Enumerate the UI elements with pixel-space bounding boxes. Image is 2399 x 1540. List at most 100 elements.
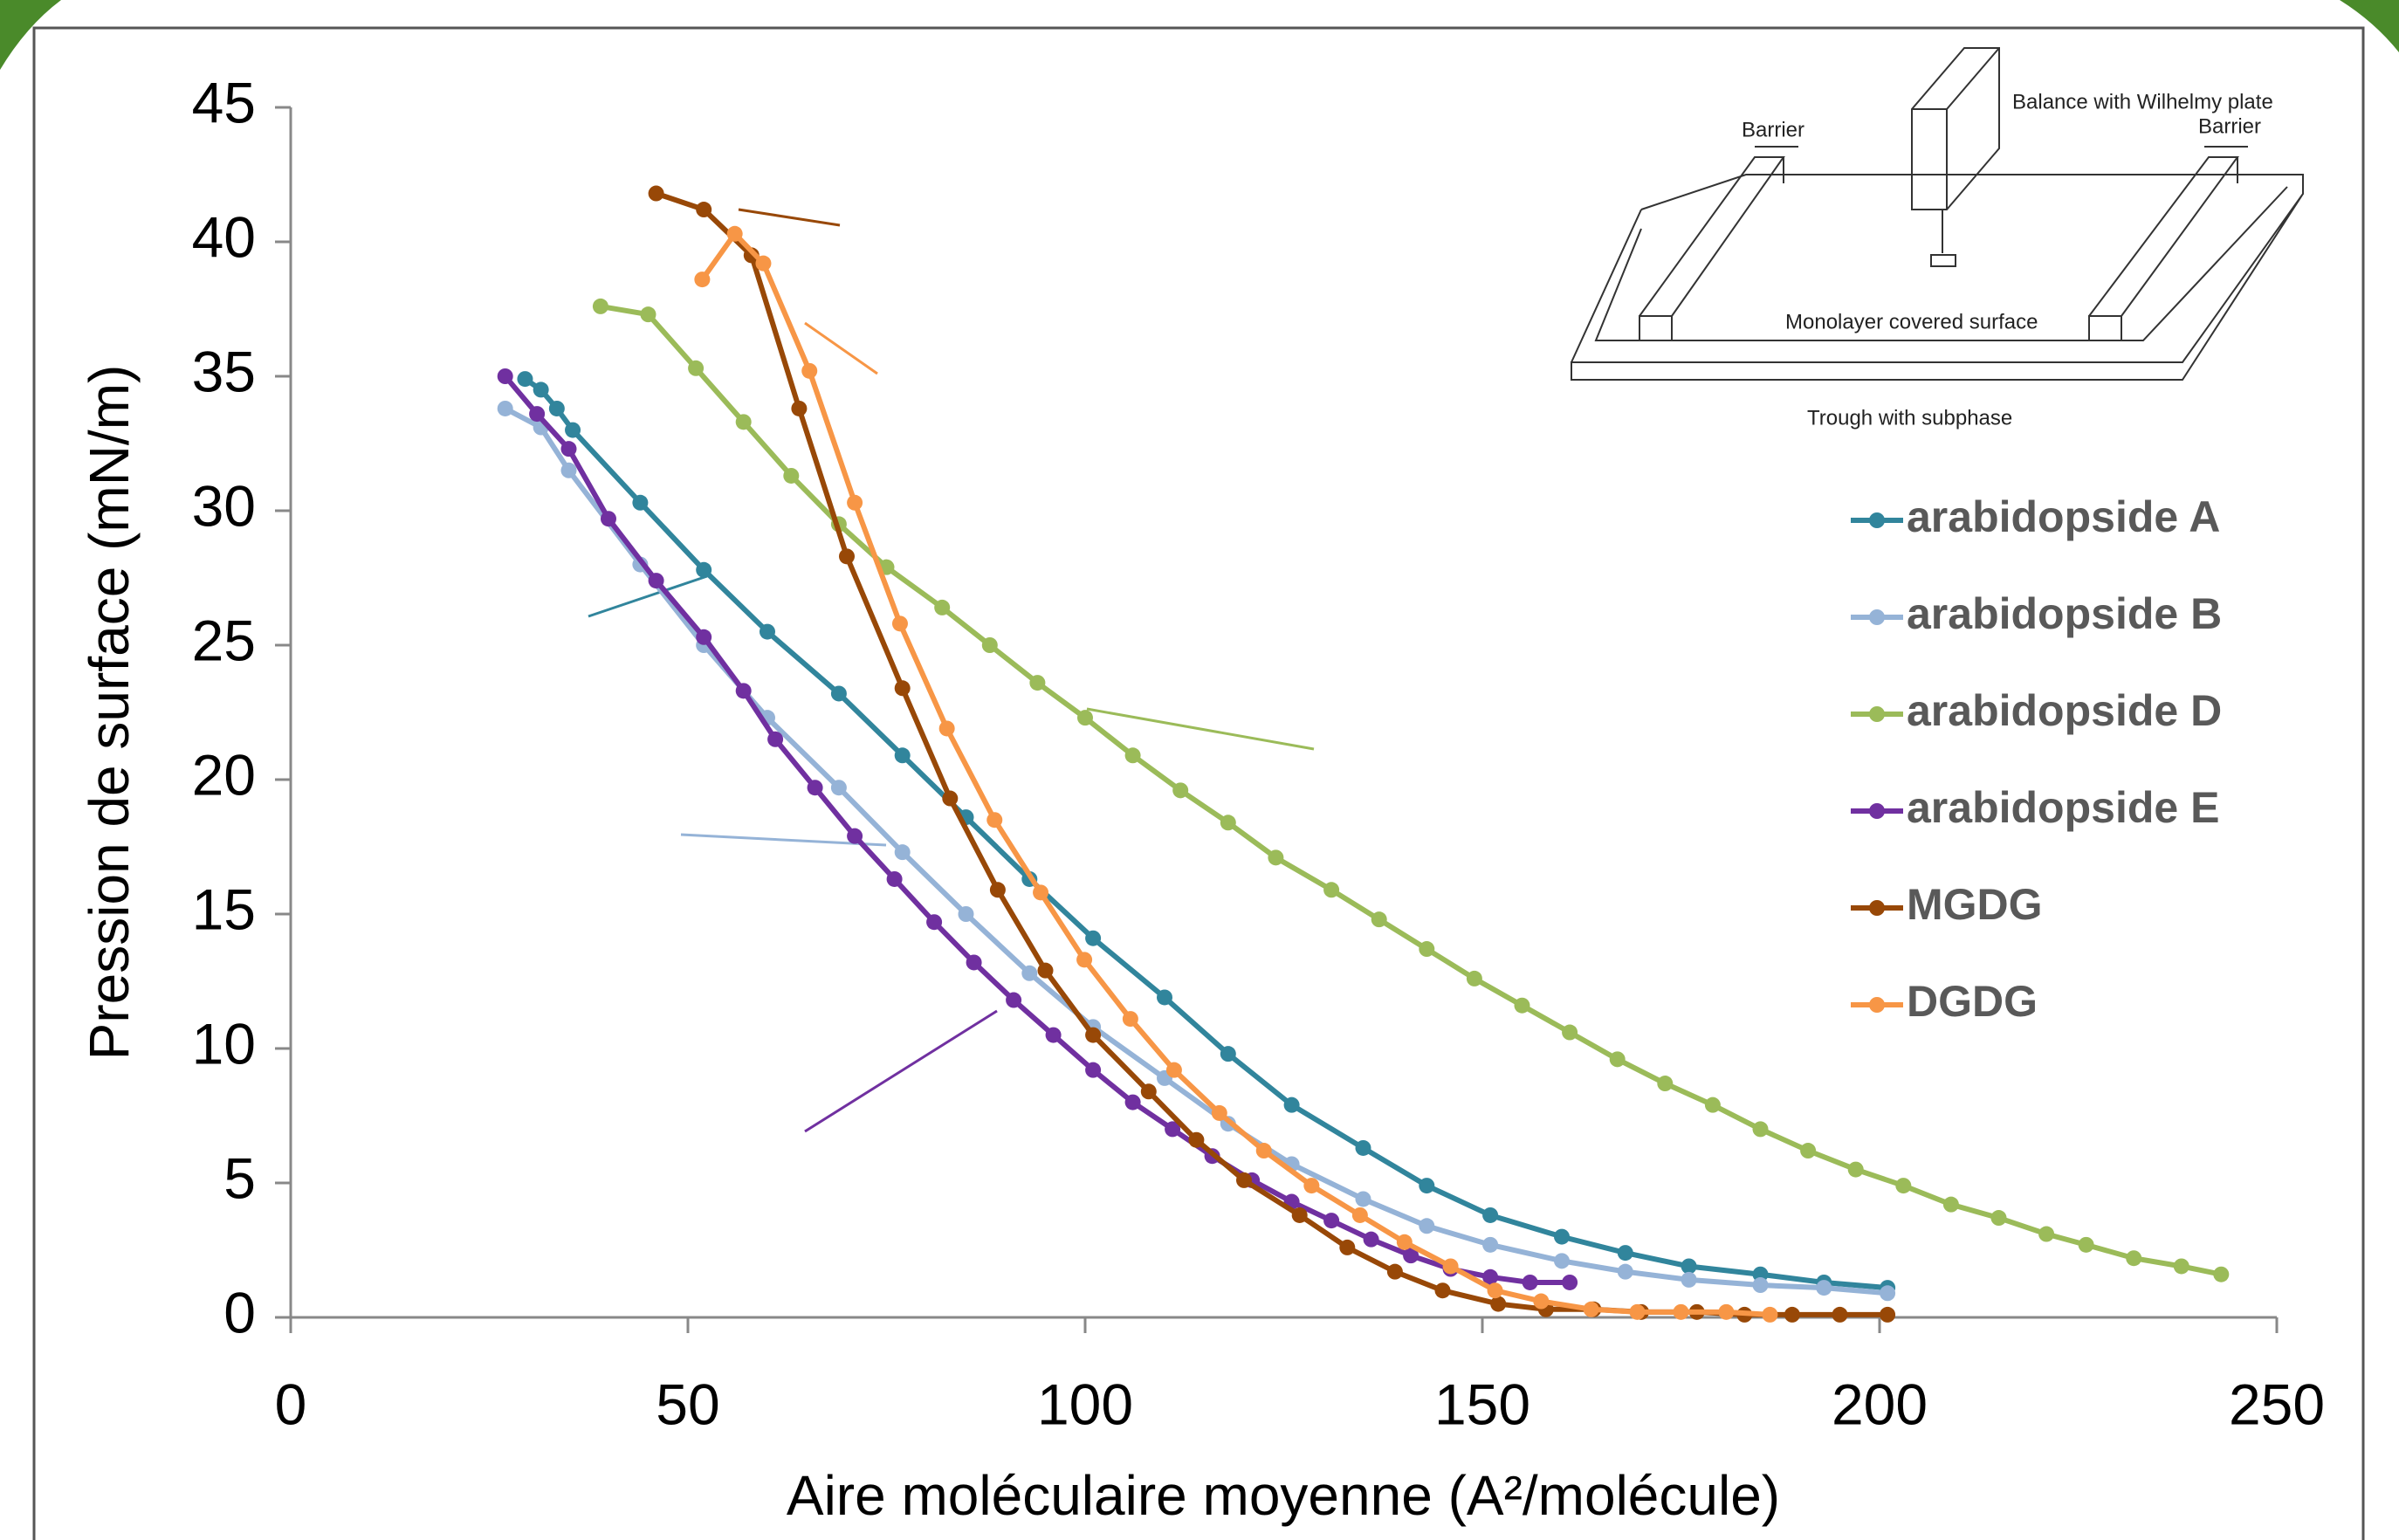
x-tick-label: 50 [656,1372,719,1436]
data-point [989,882,1006,898]
series-line [503,375,1571,1285]
x-tick-label: 150 [1434,1372,1530,1436]
data-point [601,511,616,527]
data-point [1942,1196,1959,1213]
data-point [560,441,577,457]
series-line [699,230,1770,1317]
data-point [830,780,847,796]
data-point [1990,1210,2007,1227]
data-point [726,225,743,242]
x-tick-label: 100 [1037,1372,1133,1436]
data-point [986,812,1003,828]
legend-marker [1869,706,1885,722]
data-point [632,494,649,511]
data-point [648,573,664,589]
data-point [2213,1266,2230,1282]
data-point [1236,1172,1252,1188]
data-point [2078,1236,2094,1253]
data-point [1077,710,1093,726]
y-tick-label: 15 [192,877,256,941]
data-point [1403,1248,1419,1264]
data-point [1045,1027,1062,1043]
data-point [696,629,712,645]
inset-label: Trough with subphase [1807,406,2012,430]
y-axis-title: Pression de surface (mN/m) [78,365,141,1061]
legend-marker [1869,803,1885,819]
data-point [801,362,818,379]
inset-label: Balance with Wilhelmy plate [2012,90,2273,113]
inset-label: Barrier [2198,114,2261,138]
data-point [1617,1245,1633,1262]
legend-marker [1869,512,1885,528]
data-point [1363,1231,1379,1248]
barrier [2088,156,2239,340]
corner-decoration [0,0,61,70]
data-point [1124,1094,1141,1110]
trough [1571,174,2304,381]
data-point [1419,1218,1435,1234]
legend-label: MGDG [1907,880,2043,929]
data-point [735,414,752,430]
legend-label: DGDG [1907,977,2038,1026]
inset-label: Monolayer covered surface [1785,310,2038,333]
data-point [1396,1234,1413,1250]
data-point [696,561,712,578]
data-point [1490,1296,1507,1312]
data-point [1657,1076,1674,1092]
data-point [1562,1274,1578,1290]
x-tick-label: 250 [2229,1372,2325,1436]
data-point [688,360,705,376]
data-point [1291,1207,1308,1223]
data-point [1533,1293,1550,1310]
wilhelmy-plate [1930,210,1956,267]
leader-line [1086,707,1315,751]
barrier [1639,156,1785,340]
data-point [1033,884,1049,901]
data-point [830,685,847,702]
data-point [1283,1097,1300,1113]
y-tick-label: 35 [192,339,256,403]
data-point [755,255,772,272]
data-point [1752,1121,1769,1138]
legend-label: arabidopside A [1907,492,2220,541]
data-point [1037,962,1054,979]
data-point [1554,1228,1570,1245]
data-point [1583,1301,1599,1317]
data-point [1895,1178,1912,1194]
data-point [694,272,711,288]
data-point [1140,1083,1157,1100]
y-tick-label: 45 [192,70,256,134]
data-point [1482,1236,1499,1253]
data-point [1122,1011,1138,1028]
data-point [1351,1207,1368,1223]
data-point [966,954,982,971]
data-point [497,400,513,416]
data-point [497,368,513,384]
balance [1911,47,2000,210]
data-point [791,400,808,416]
series-line [504,406,1888,1296]
data-point [1085,1062,1102,1078]
legend-marker [1869,900,1885,916]
data-point [1076,952,1093,968]
y-tick-label: 5 [223,1145,256,1210]
data-point [1752,1277,1769,1294]
data-point [1021,965,1038,981]
data-point [1255,1143,1272,1159]
data-point [926,914,943,931]
data-point [1880,1285,1896,1302]
data-point [565,422,581,438]
data-point [1847,1161,1864,1178]
data-point [1832,1306,1848,1323]
data-point [1487,1282,1503,1299]
data-point [1752,1266,1769,1282]
data-point [1085,930,1102,946]
y-tick-label: 20 [192,742,256,807]
data-point [1220,1046,1236,1062]
data-point [1268,849,1284,866]
data-point [1085,1027,1102,1043]
data-point [1514,997,1530,1014]
data-point [1482,1268,1499,1285]
legend-label: arabidopside E [1907,783,2219,832]
